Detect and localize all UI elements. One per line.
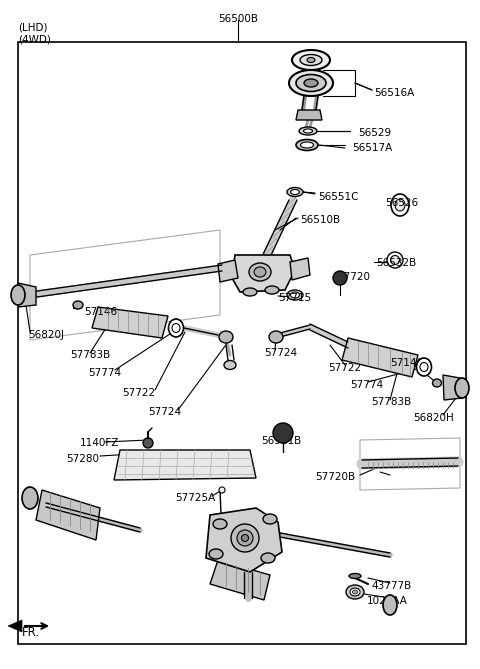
Text: 57722: 57722 <box>328 363 361 373</box>
Ellipse shape <box>395 199 405 211</box>
Ellipse shape <box>417 358 432 376</box>
Ellipse shape <box>300 54 322 66</box>
Polygon shape <box>210 560 270 600</box>
Ellipse shape <box>350 588 360 596</box>
Text: 56517A: 56517A <box>352 143 392 153</box>
Polygon shape <box>443 375 462 400</box>
Polygon shape <box>290 258 310 280</box>
Ellipse shape <box>307 58 315 62</box>
Ellipse shape <box>292 50 330 70</box>
Text: 56820H: 56820H <box>413 413 454 423</box>
Polygon shape <box>36 490 100 540</box>
Text: 56551A: 56551A <box>258 262 298 272</box>
Ellipse shape <box>299 127 317 135</box>
Text: 56529: 56529 <box>358 128 391 138</box>
Text: 57725A: 57725A <box>175 493 215 503</box>
Polygon shape <box>114 450 256 480</box>
Ellipse shape <box>265 286 279 294</box>
Text: 57774: 57774 <box>350 380 383 390</box>
Ellipse shape <box>172 324 180 332</box>
Polygon shape <box>342 338 418 377</box>
Text: 57720: 57720 <box>337 272 370 282</box>
Polygon shape <box>206 508 282 572</box>
Text: 57715: 57715 <box>278 293 311 303</box>
Ellipse shape <box>352 590 358 594</box>
Text: 56532B: 56532B <box>376 258 416 268</box>
Ellipse shape <box>243 288 257 296</box>
Ellipse shape <box>300 142 313 148</box>
Ellipse shape <box>287 187 303 197</box>
Ellipse shape <box>254 267 266 277</box>
Ellipse shape <box>261 553 275 563</box>
Circle shape <box>273 423 293 443</box>
Ellipse shape <box>224 361 236 369</box>
Text: 57783B: 57783B <box>70 350 110 360</box>
Text: 57724: 57724 <box>148 407 181 417</box>
Text: (4WD): (4WD) <box>18 34 51 44</box>
Text: (LHD): (LHD) <box>18 22 48 32</box>
Polygon shape <box>92 307 168 338</box>
Text: 56526: 56526 <box>385 198 418 208</box>
Circle shape <box>252 262 264 274</box>
Ellipse shape <box>269 331 283 343</box>
Ellipse shape <box>383 595 397 615</box>
Ellipse shape <box>73 301 83 309</box>
Ellipse shape <box>455 378 469 398</box>
Polygon shape <box>18 283 36 307</box>
Text: 57146: 57146 <box>84 307 117 317</box>
Text: 57722: 57722 <box>122 388 155 398</box>
Ellipse shape <box>432 379 442 387</box>
Text: 1140FZ: 1140FZ <box>80 438 120 448</box>
Text: 57774: 57774 <box>88 368 121 378</box>
Text: 56516A: 56516A <box>374 88 414 98</box>
Ellipse shape <box>290 292 300 298</box>
Ellipse shape <box>219 331 233 343</box>
Polygon shape <box>232 255 295 292</box>
Ellipse shape <box>296 140 318 151</box>
Text: 56510B: 56510B <box>300 215 340 225</box>
Text: 1022AA: 1022AA <box>367 596 408 606</box>
Text: 57280: 57280 <box>66 454 99 464</box>
Circle shape <box>333 271 347 285</box>
Circle shape <box>219 487 225 493</box>
Ellipse shape <box>22 487 38 509</box>
Ellipse shape <box>391 256 399 264</box>
Ellipse shape <box>346 585 364 599</box>
Text: 57783B: 57783B <box>371 397 411 407</box>
Ellipse shape <box>289 70 333 96</box>
Text: 57146: 57146 <box>390 358 423 368</box>
Ellipse shape <box>231 524 259 552</box>
Text: 56820J: 56820J <box>28 330 64 340</box>
Ellipse shape <box>304 79 318 87</box>
Circle shape <box>143 438 153 448</box>
Polygon shape <box>360 438 460 490</box>
Ellipse shape <box>387 252 403 268</box>
Polygon shape <box>8 620 22 632</box>
Ellipse shape <box>168 319 183 337</box>
Ellipse shape <box>263 514 277 524</box>
Ellipse shape <box>420 363 428 371</box>
Ellipse shape <box>249 263 271 281</box>
Polygon shape <box>218 260 238 282</box>
Ellipse shape <box>349 573 361 579</box>
Text: 56551C: 56551C <box>318 192 359 202</box>
Ellipse shape <box>303 129 312 133</box>
Ellipse shape <box>209 549 223 559</box>
Ellipse shape <box>241 535 249 541</box>
Text: 57724: 57724 <box>264 348 297 358</box>
Text: 56500B: 56500B <box>218 14 258 24</box>
Text: 57720B: 57720B <box>315 472 355 482</box>
Ellipse shape <box>290 189 300 195</box>
Ellipse shape <box>237 530 253 546</box>
Ellipse shape <box>296 74 326 92</box>
Text: 43777B: 43777B <box>371 581 411 591</box>
Polygon shape <box>296 110 322 120</box>
Bar <box>18 42 466 644</box>
Ellipse shape <box>287 290 303 300</box>
Text: FR.: FR. <box>22 626 40 639</box>
Ellipse shape <box>391 194 409 216</box>
Ellipse shape <box>213 519 227 529</box>
Ellipse shape <box>11 285 25 305</box>
Text: 56521B: 56521B <box>261 436 301 446</box>
